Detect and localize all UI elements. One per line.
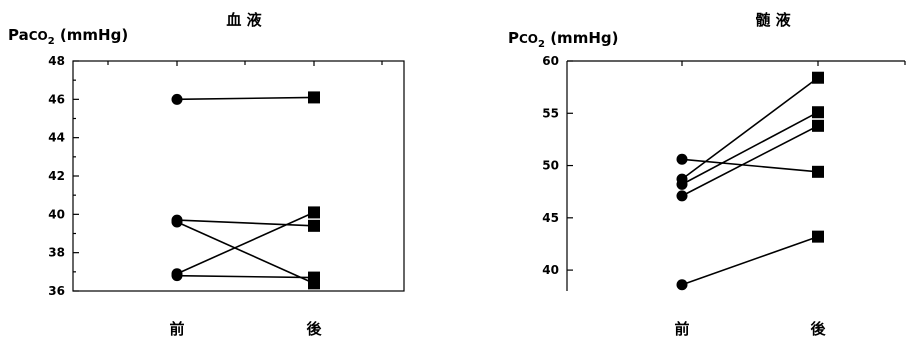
blood-chart-panel: 血 液 PaCO2 (mmHg) 36 38 40 42 44 46 48 前 後	[8, 11, 405, 338]
y-tick-label: 55	[542, 106, 559, 120]
csf-chart-panel: 髄 液 PCO2 (mmHg) 40 45 50 55 60 前 後	[508, 11, 906, 338]
after-point-square	[812, 71, 824, 84]
series-line	[681, 235, 819, 286]
after-point-square	[812, 230, 824, 243]
category-label: 後	[809, 320, 826, 338]
y-tick-label: 44	[48, 131, 65, 145]
after-point-square	[812, 119, 824, 132]
y-tick-label: 45	[542, 211, 559, 225]
before-point-circle	[676, 190, 688, 202]
y-axis-label-part: CO	[29, 29, 48, 43]
y-tick-label: 40	[48, 207, 65, 221]
y-axis-label-part: CO	[519, 32, 538, 46]
after-point-square	[308, 271, 320, 284]
y-tick-label: 40	[542, 263, 559, 277]
chart-title: 髄 液	[755, 11, 791, 29]
before-point-circle	[676, 153, 688, 165]
y-axis-label: PCO2 (mmHg)	[508, 29, 618, 50]
series-line	[176, 219, 315, 227]
y-axis-label-part: (mmHg)	[545, 29, 618, 47]
y-tick-label: 38	[48, 246, 65, 260]
y-tick-label: 36	[48, 284, 65, 298]
y-axis-label-subscript: 2	[538, 39, 545, 50]
y-tick-label: 60	[542, 54, 559, 68]
y-tick-label: 48	[48, 54, 65, 68]
before-point-circle	[171, 93, 183, 105]
y-tick-label: 46	[48, 92, 65, 106]
y-axis-label-subscript: 2	[48, 36, 55, 47]
series-line	[176, 221, 315, 285]
y-axis-label: PaCO2 (mmHg)	[8, 26, 128, 47]
series-line	[176, 274, 315, 279]
after-point-square	[812, 165, 824, 178]
chart-title: 血 液	[226, 11, 262, 29]
y-axis-label-part: P	[508, 29, 519, 47]
series-line	[176, 211, 315, 275]
after-point-square	[812, 106, 824, 119]
after-point-square	[308, 206, 320, 219]
after-point-square	[308, 219, 320, 232]
y-axis-label-part: (mmHg)	[55, 26, 128, 44]
before-point-circle	[676, 279, 688, 291]
y-tick-label: 50	[542, 159, 559, 173]
category-label: 前	[169, 320, 184, 338]
category-label: 後	[305, 320, 322, 338]
after-point-square	[308, 91, 320, 104]
series-line	[681, 111, 819, 186]
y-tick-label: 42	[48, 169, 65, 183]
series-line	[681, 125, 819, 197]
category-label: 前	[674, 320, 689, 338]
before-point-circle	[171, 270, 183, 282]
before-point-circle	[171, 216, 183, 228]
before-point-circle	[676, 178, 688, 190]
series-line	[681, 77, 819, 180]
plot-frame	[72, 60, 405, 292]
series-line	[176, 96, 315, 101]
y-axis-label-part: Pa	[8, 26, 29, 44]
